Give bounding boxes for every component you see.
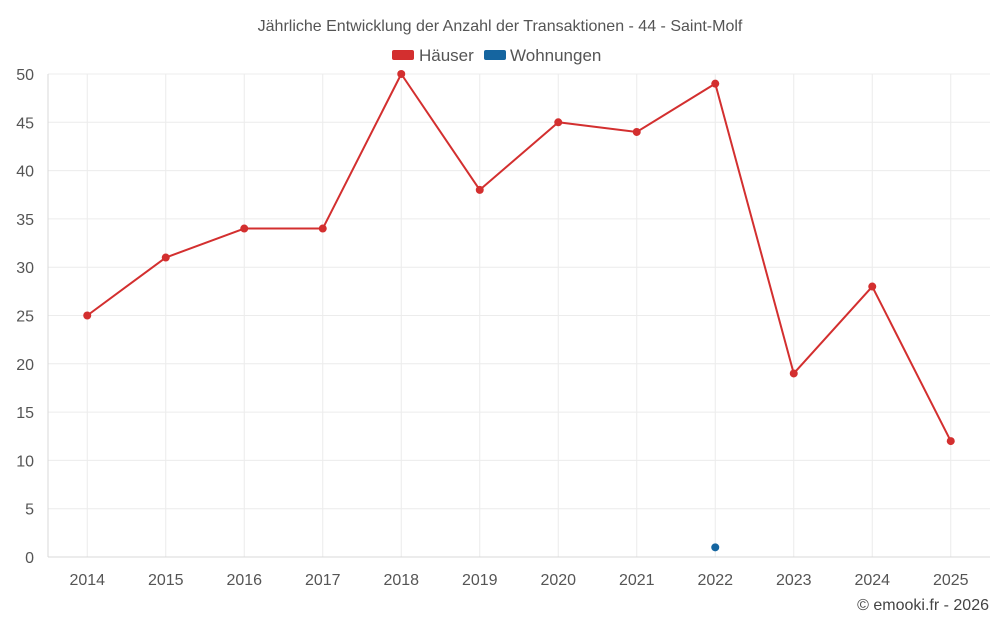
grid-lines xyxy=(48,73,990,557)
y-tick-label-20: 20 xyxy=(16,357,34,374)
y-tick-label-25: 25 xyxy=(16,309,34,326)
legend-label-wohnungen: Wohnungen xyxy=(510,46,601,65)
data-point-haeuser-2016 xyxy=(240,224,249,233)
x-tick-label-2021: 2021 xyxy=(619,572,655,589)
x-tick-label-2015: 2015 xyxy=(148,572,184,589)
y-tick-label-0: 0 xyxy=(25,550,34,567)
legend: Häuser Wohnungen xyxy=(392,46,601,65)
y-tick-label-10: 10 xyxy=(16,453,34,470)
data-point-haeuser-2024 xyxy=(868,282,877,291)
data-point-haeuser-2018 xyxy=(397,70,406,78)
data-point-haeuser-2014 xyxy=(83,311,92,320)
x-axis-ticks: 2014 2015 2016 2017 2018 2019 2020 2021 2022 2023… xyxy=(69,572,968,589)
data-point-haeuser-2015 xyxy=(161,253,170,262)
x-tick-label-2014: 2014 xyxy=(69,572,105,589)
data-point-haeuser-2019 xyxy=(475,185,484,194)
data-point-haeuser-2022 xyxy=(711,79,720,88)
x-tick-label-2022: 2022 xyxy=(697,572,733,589)
y-tick-label-30: 30 xyxy=(16,260,34,277)
y-tick-label-15: 15 xyxy=(16,405,34,422)
legend-item-wohnungen[interactable]: Wohnungen xyxy=(484,46,601,65)
series-layer xyxy=(83,70,955,552)
y-tick-label-35: 35 xyxy=(16,212,34,229)
chart-title: Jährliche Entwicklung der Anzahl der Tra… xyxy=(258,18,743,35)
x-tick-label-2024: 2024 xyxy=(854,572,890,589)
x-tick-label-2018: 2018 xyxy=(383,572,419,589)
x-tick-label-2025: 2025 xyxy=(933,572,969,589)
data-point-haeuser-2025 xyxy=(946,437,955,446)
credit-text: © emooki.fr - 2026 xyxy=(857,597,989,614)
y-axis-ticks: 0 5 10 15 20 25 30 35 40 45 50 xyxy=(16,67,34,567)
data-point-wohnungen-2022 xyxy=(711,543,720,552)
data-point-haeuser-2023 xyxy=(789,369,798,378)
x-tick-label-2016: 2016 xyxy=(226,572,262,589)
y-tick-label-5: 5 xyxy=(25,502,34,519)
axes xyxy=(47,74,990,558)
legend-swatch-haeuser xyxy=(392,50,414,60)
legend-item-haeuser[interactable]: Häuser xyxy=(392,46,474,65)
legend-swatch-wohnungen xyxy=(484,50,506,60)
data-point-haeuser-2020 xyxy=(554,118,563,127)
data-point-haeuser-2021 xyxy=(632,127,641,136)
x-tick-label-2017: 2017 xyxy=(305,572,341,589)
data-point-haeuser-2017 xyxy=(318,224,327,233)
y-tick-label-45: 45 xyxy=(16,115,34,132)
x-tick-label-2020: 2020 xyxy=(540,572,576,589)
legend-label-haeuser: Häuser xyxy=(419,46,474,65)
x-tick-label-2023: 2023 xyxy=(776,572,812,589)
series-line-haeuser xyxy=(86,73,952,442)
y-tick-label-40: 40 xyxy=(16,164,34,181)
x-tick-label-2019: 2019 xyxy=(462,572,498,589)
y-tick-label-50: 50 xyxy=(16,67,34,84)
